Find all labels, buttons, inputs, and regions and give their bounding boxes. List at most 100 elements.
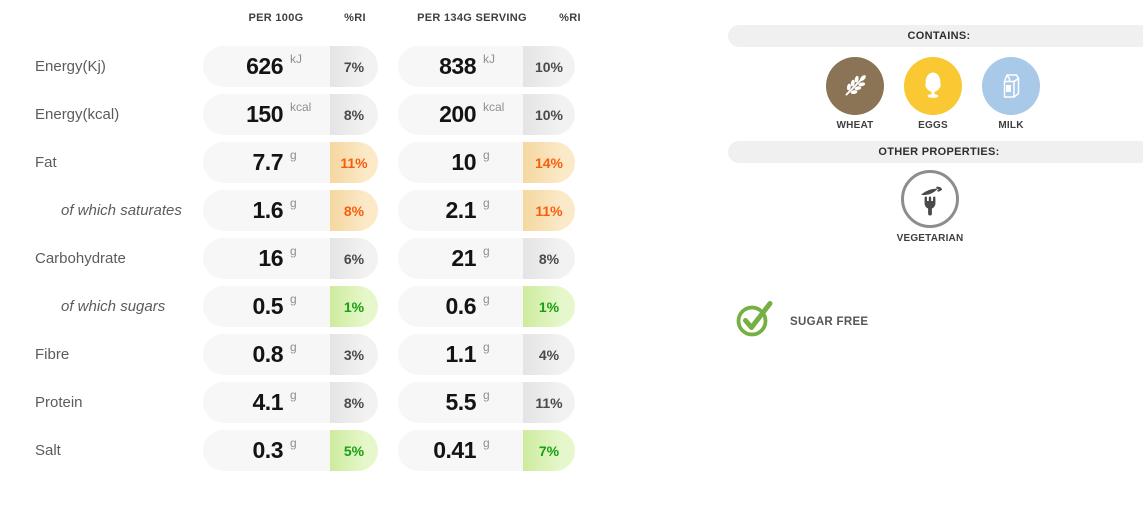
other-properties-section-header: OTHER PROPERTIES: — [728, 141, 1143, 163]
row-label: Fibre — [35, 346, 70, 363]
ri-value: 7% — [343, 58, 365, 75]
unit-label: g — [290, 388, 297, 402]
per-serving-value-cell: 2.1 g — [398, 190, 523, 231]
unit-label: g — [483, 388, 490, 402]
per-100g-value-cell: 16 g — [203, 238, 330, 279]
table-row: Fat 7.7 g 11% 10 g 14% — [0, 142, 1143, 183]
row-label: of which sugars — [61, 298, 166, 315]
ri-value: 7% — [538, 442, 560, 459]
ri-value: 1% — [343, 298, 365, 315]
per-serving-value-cell: 1.1 g — [398, 334, 523, 375]
per-100g-value-cell: 7.7 g — [203, 142, 330, 183]
per-serving-value-cell: 200 kcal — [398, 94, 523, 135]
unit-label: g — [290, 196, 297, 210]
unit-label: g — [483, 244, 490, 258]
other-properties-title: OTHER PROPERTIES: — [878, 146, 1000, 158]
column-header-ri-2: %RI — [559, 12, 581, 24]
ri-value: 8% — [343, 106, 365, 123]
per-100g-ri-cell: 1% — [330, 286, 378, 327]
eggs-item: EGGS — [894, 57, 972, 131]
value: 0.8 — [252, 341, 284, 367]
per-serving-value-cell: 10 g — [398, 142, 523, 183]
per-100g-value-cell: 0.5 g — [203, 286, 330, 327]
per-100g-value-cell: 0.3 g — [203, 430, 330, 471]
vegetarian-item: VEGETARIAN — [891, 170, 969, 244]
ri-value: 14% — [534, 154, 564, 171]
icon-label: MILK — [998, 120, 1024, 131]
per-100g-value-cell: 626 kJ — [203, 46, 330, 87]
icon-label: EGGS — [918, 120, 948, 131]
value: 0.6 — [445, 293, 477, 319]
per-serving-ri-cell: 4% — [523, 334, 575, 375]
value: 4.1 — [252, 389, 284, 415]
ri-value: 1% — [538, 298, 560, 315]
ri-value: 8% — [538, 250, 560, 267]
row-label: Carbohydrate — [35, 250, 126, 267]
value: 200 — [439, 101, 476, 127]
egg-icon — [904, 57, 962, 115]
ri-value: 8% — [343, 202, 365, 219]
value: 5.5 — [445, 389, 477, 415]
unit-label: kJ — [290, 52, 302, 66]
value: 1.6 — [252, 197, 284, 223]
per-100g-ri-cell: 8% — [330, 94, 378, 135]
table-row: Salt 0.3 g 5% 0.41 g 7% — [0, 430, 1143, 471]
value: 16 — [258, 245, 283, 271]
table-row: Protein 4.1 g 8% 5.5 g 11% — [0, 382, 1143, 423]
value: 1.1 — [445, 341, 477, 367]
per-serving-value-cell: 21 g — [398, 238, 523, 279]
per-serving-value-cell: 5.5 g — [398, 382, 523, 423]
wheat-icon — [826, 57, 884, 115]
per-100g-ri-cell: 6% — [330, 238, 378, 279]
value: 10 — [451, 149, 476, 175]
per-100g-ri-cell: 3% — [330, 334, 378, 375]
per-100g-value-cell: 0.8 g — [203, 334, 330, 375]
unit-label: g — [483, 148, 490, 162]
table-row: of which sugars 0.5 g 1% 0.6 g 1% — [0, 286, 1143, 327]
sugar-free-badge: SUGAR FREE — [735, 299, 868, 344]
per-serving-value-cell: 0.41 g — [398, 430, 523, 471]
ri-value: 5% — [343, 442, 365, 459]
per-serving-ri-cell: 10% — [523, 46, 575, 87]
row-label: Protein — [35, 394, 83, 411]
value: 150 — [246, 101, 283, 127]
row-label: Energy(Kj) — [35, 58, 106, 75]
per-serving-ri-cell: 11% — [523, 190, 575, 231]
wheat-item: WHEAT — [816, 57, 894, 131]
ri-value: 11% — [535, 202, 563, 219]
ri-value: 10% — [534, 58, 564, 75]
table-row: Energy(Kj) 626 kJ 7% 838 kJ 10% — [0, 46, 1143, 87]
unit-label: kJ — [483, 52, 495, 66]
ri-value: 3% — [343, 346, 365, 363]
per-serving-value-cell: 838 kJ — [398, 46, 523, 87]
per-100g-value-cell: 150 kcal — [203, 94, 330, 135]
per-serving-ri-cell: 14% — [523, 142, 575, 183]
per-100g-value-cell: 4.1 g — [203, 382, 330, 423]
per-100g-ri-cell: 8% — [330, 190, 378, 231]
property-icons: VEGETARIAN — [891, 170, 969, 244]
ri-value: 8% — [343, 394, 365, 411]
table-row: Carbohydrate 16 g 6% 21 g 8% — [0, 238, 1143, 279]
row-label: of which saturates — [61, 202, 182, 219]
value: 21 — [451, 245, 476, 271]
unit-label: kcal — [483, 100, 505, 114]
icon-label: VEGETARIAN — [896, 233, 964, 244]
unit-label: g — [290, 436, 297, 450]
allergen-icons: WHEAT EGGS MILK — [816, 57, 1050, 131]
table-row: Energy(kcal) 150 kcal 8% 200 kcal 10% — [0, 94, 1143, 135]
per-serving-ri-cell: 10% — [523, 94, 575, 135]
per-serving-ri-cell: 7% — [523, 430, 575, 471]
vegetarian-icon — [901, 170, 959, 228]
value: 2.1 — [445, 197, 477, 223]
per-100g-value-cell: 1.6 g — [203, 190, 330, 231]
unit-label: g — [483, 196, 490, 210]
value: 0.5 — [252, 293, 284, 319]
unit-label: g — [483, 292, 490, 306]
icon-label: WHEAT — [836, 120, 874, 131]
unit-label: kcal — [290, 100, 312, 114]
milk-icon — [982, 57, 1040, 115]
contains-title: CONTAINS: — [907, 30, 971, 42]
column-header-per-serving: PER 134G SERVING — [417, 12, 527, 24]
